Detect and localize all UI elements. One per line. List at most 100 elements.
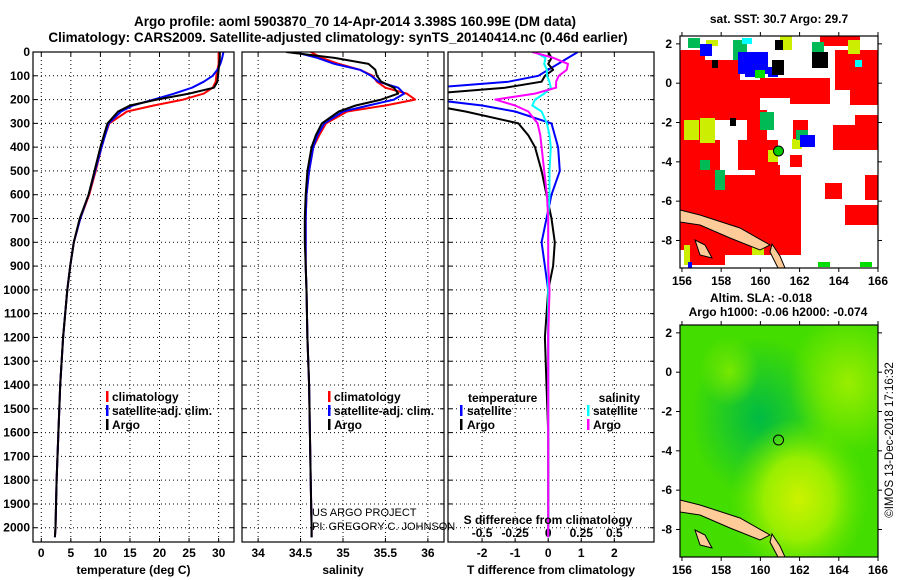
legend-title-temperature: temperature [468, 391, 538, 405]
legend-swatch-argo [106, 419, 109, 430]
salinity-axis-label: salinity [322, 563, 364, 577]
y-tick-label: 0 [23, 45, 30, 59]
map-y-tick-label: -8 [661, 522, 672, 536]
legend-swatch-t-argo [460, 419, 463, 430]
legend-label-climatology: climatology [334, 390, 401, 404]
sst-map-frame [679, 35, 879, 269]
series-line-salinity-argo [494, 52, 569, 538]
sla-map-subtitle: Argo h1000: -0.06 h2000: -0.074 [689, 305, 868, 319]
map-x-tick-label: 166 [868, 563, 888, 577]
x-tick-label: 10 [94, 546, 108, 560]
y-tick-label: 1800 [3, 473, 30, 487]
s-tick-label: 0.25 [570, 526, 594, 540]
imos-credit: ©IMOS 13-Dec-2018 17:16:32 [884, 362, 896, 518]
legend-swatch-t-satellite [460, 405, 463, 416]
y-tick-label: 600 [10, 188, 30, 202]
map-y-tick-label: -4 [661, 444, 672, 458]
legend-swatch-satellite [328, 405, 331, 416]
map-x-tick-label: 156 [672, 563, 692, 577]
difference-legend: temperature satellite Argo salinity sate… [460, 391, 640, 432]
legend-swatch-satellite [106, 405, 109, 416]
map-x-tick-label: 164 [829, 274, 849, 288]
difference-panel: -2 -1 0 1 2-0.5 -0.25 0 0.25 0.5T difference fro… [447, 51, 655, 577]
salinity-plot-frame [241, 51, 445, 543]
x-tick-label: 34.5 [289, 546, 313, 560]
y-tick-label: 1200 [3, 330, 30, 344]
legend-label-climatology: climatology [112, 390, 179, 404]
legend-title-salinity: salinity [599, 391, 641, 405]
s-tick-label: -0.25 [501, 526, 529, 540]
x-tick-label: 25 [182, 546, 196, 560]
y-tick-label: 700 [10, 212, 30, 226]
x-tick-label: 35 [336, 546, 350, 560]
legend-swatch-climatology [106, 391, 109, 402]
series-line-temperature-satellite [448, 52, 579, 538]
y-tick-label: 1100 [4, 307, 30, 321]
difference-axis-label: T difference from climatology [467, 563, 635, 577]
figure-title-line2: Climatology: CARS2009. Satellite-adjuste… [48, 30, 627, 45]
y-tick-label: 500 [10, 164, 30, 178]
series-line-satellite-adj-clim- [53, 52, 225, 538]
argo-location-marker [773, 434, 784, 446]
x-tick-label: 36 [421, 546, 435, 560]
x-tick-label: -2 [477, 546, 488, 560]
legend-swatch-s-argo [587, 419, 590, 430]
map-x-tick-label: 166 [868, 274, 888, 288]
y-tick-label: 200 [10, 93, 30, 107]
map-y-tick-label: 2 [665, 326, 672, 340]
y-tick-label: 400 [10, 140, 30, 154]
x-tick-label: 0 [38, 546, 45, 560]
figure-title-line1: Argo profile: aoml 5903870_70 14-Apr-201… [134, 14, 576, 29]
temperature-legend: climatology satellite-adj. clim. Argo [106, 390, 212, 432]
difference-plot-frame [447, 51, 655, 543]
sst-map: sat. SST: 30.7 Argo: 29.7 [661, 12, 888, 288]
temperature-axis-label: temperature (deg C) [76, 563, 190, 577]
y-tick-label: 800 [10, 235, 30, 249]
map-x-tick-label: 158 [711, 563, 731, 577]
y-tick-label: 1600 [3, 426, 30, 440]
watermark-project: US ARGO PROJECT [312, 507, 417, 519]
map-x-tick-label: 162 [790, 274, 810, 288]
legend-label-satellite: satellite-adj. clim. [334, 404, 434, 418]
y-tick-label: 1300 [3, 354, 30, 368]
legend-swatch-argo [328, 419, 331, 430]
series-line-argo [53, 52, 221, 538]
legend-label-s-satellite: satellite [593, 404, 638, 418]
salinity-legend: climatology satellite-adj. clim. Argo [328, 390, 434, 432]
y-tick-label: 900 [10, 259, 30, 273]
y-tick-label: 1500 [3, 402, 30, 416]
x-tick-label: 34 [251, 546, 265, 560]
map-x-tick-label: 160 [750, 563, 770, 577]
x-tick-label: -1 [510, 546, 521, 560]
legend-label-t-argo: Argo [467, 418, 495, 432]
series-line-temperature-argo [448, 52, 556, 538]
y-tick-label: 100 [10, 69, 30, 83]
legend-label-argo: Argo [112, 418, 140, 432]
legend-swatch-s-satellite [587, 405, 590, 416]
x-tick-label: 2 [611, 546, 618, 560]
map-x-tick-label: 156 [672, 274, 692, 288]
x-tick-label: 1 [578, 546, 585, 560]
map-y-tick-label: 2 [665, 37, 672, 51]
map-y-tick-label: -2 [661, 116, 672, 130]
map-y-tick-label: 0 [665, 365, 672, 379]
legend-label-satellite: satellite-adj. clim. [112, 404, 212, 418]
temperature-plot-frame [32, 51, 235, 543]
x-tick-label: 30 [212, 546, 226, 560]
argo-location-marker [773, 145, 784, 157]
y-tick-label: 1900 [3, 497, 30, 511]
map-y-tick-label: -4 [661, 155, 672, 169]
series-line-climatology [53, 52, 220, 538]
map-y-tick-label: -6 [661, 194, 672, 208]
y-tick-label: 1000 [3, 283, 30, 297]
s-tick-label: -0.5 [472, 526, 493, 540]
watermark-pi: PI: GREGORY C. JOHNSON [312, 521, 455, 533]
sla-map-image [680, 325, 878, 557]
series-line-argo [285, 52, 400, 538]
sla-map: Altim. SLA: -0.018 Argo h1000: -0.06 h20… [661, 291, 888, 577]
y-tick-label: 1400 [3, 378, 30, 392]
s-difference-axis-label: S difference from climatology [464, 513, 633, 527]
s-tick-label: 0.5 [606, 526, 623, 540]
legend-label-argo: Argo [334, 418, 362, 432]
